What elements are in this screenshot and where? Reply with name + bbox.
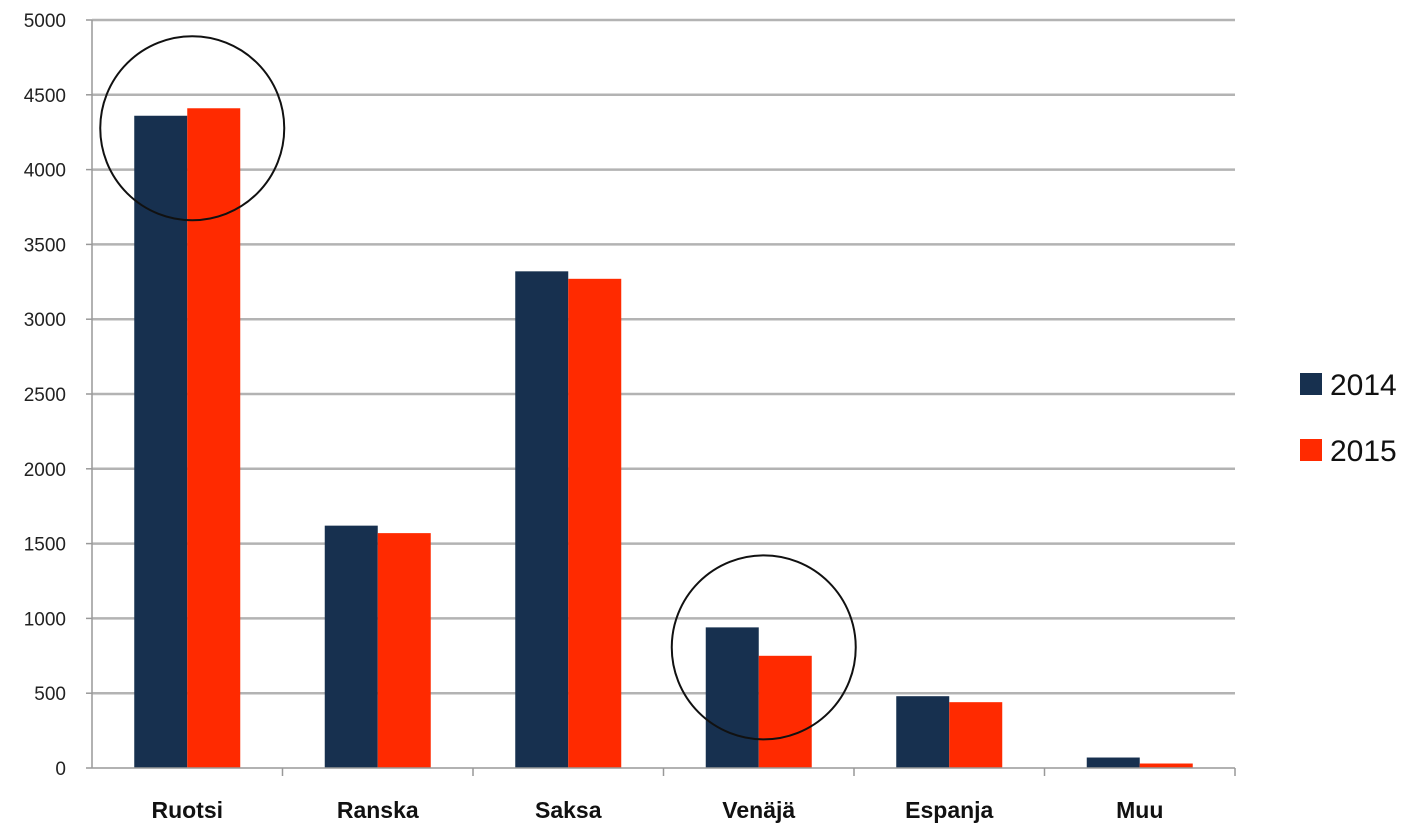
bar-saksa-2014 bbox=[515, 271, 569, 768]
y-tick-label: 4500 bbox=[24, 86, 66, 107]
y-axis: 0 500 1000 1500 2000 2500 3000 3500 4000 4500 5000 bbox=[24, 11, 93, 780]
x-tick-label: Espanja bbox=[905, 797, 993, 823]
bars bbox=[134, 108, 1193, 769]
x-axis: Ruotsi Ranska Saksa Venäjä Espanja Muu bbox=[92, 767, 1236, 823]
y-tick-label: 1000 bbox=[24, 609, 66, 630]
y-tick-label: 500 bbox=[34, 684, 66, 705]
bar-venäjä-2014 bbox=[705, 627, 759, 768]
highlight-circle-venäjä bbox=[670, 554, 857, 741]
bar-espanja-2014 bbox=[896, 696, 950, 768]
y-tick-label: 1500 bbox=[24, 535, 66, 556]
legend: 2014 2015 bbox=[1300, 369, 1397, 468]
x-tick-label: Ranska bbox=[337, 797, 419, 823]
bar-venäjä-2015 bbox=[758, 655, 812, 768]
y-tick-label: 3500 bbox=[24, 235, 66, 256]
bar-ruotsi-2015 bbox=[187, 108, 241, 769]
legend-label-2015: 2015 bbox=[1330, 435, 1397, 468]
gridlines bbox=[92, 18, 1235, 695]
bar-ruotsi-2014 bbox=[134, 115, 188, 768]
bar-muu-2014 bbox=[1086, 757, 1140, 768]
bar-ranska-2015 bbox=[377, 533, 431, 768]
legend-swatch-2015 bbox=[1300, 439, 1322, 461]
annotations bbox=[99, 35, 857, 741]
x-tick-label: Saksa bbox=[535, 797, 602, 823]
bar-espanja-2015 bbox=[949, 702, 1003, 768]
bar-ranska-2014 bbox=[324, 525, 378, 768]
x-tick-label: Ruotsi bbox=[151, 797, 223, 823]
legend-swatch-2014 bbox=[1300, 373, 1322, 395]
x-tick-label: Muu bbox=[1116, 797, 1163, 823]
legend-label-2014: 2014 bbox=[1330, 369, 1397, 402]
bar-muu-2015 bbox=[1139, 763, 1193, 768]
y-tick-label: 0 bbox=[55, 759, 66, 780]
y-tick-label: 5000 bbox=[24, 11, 66, 32]
y-tick-label: 2000 bbox=[24, 460, 66, 481]
x-tick-label: Venäjä bbox=[722, 797, 795, 823]
y-tick-label: 3000 bbox=[24, 310, 66, 331]
highlight-circle-ruotsi bbox=[99, 35, 286, 222]
y-tick-label: 4000 bbox=[24, 161, 66, 182]
y-tick-label: 2500 bbox=[24, 385, 66, 406]
bar-saksa-2015 bbox=[568, 278, 622, 768]
